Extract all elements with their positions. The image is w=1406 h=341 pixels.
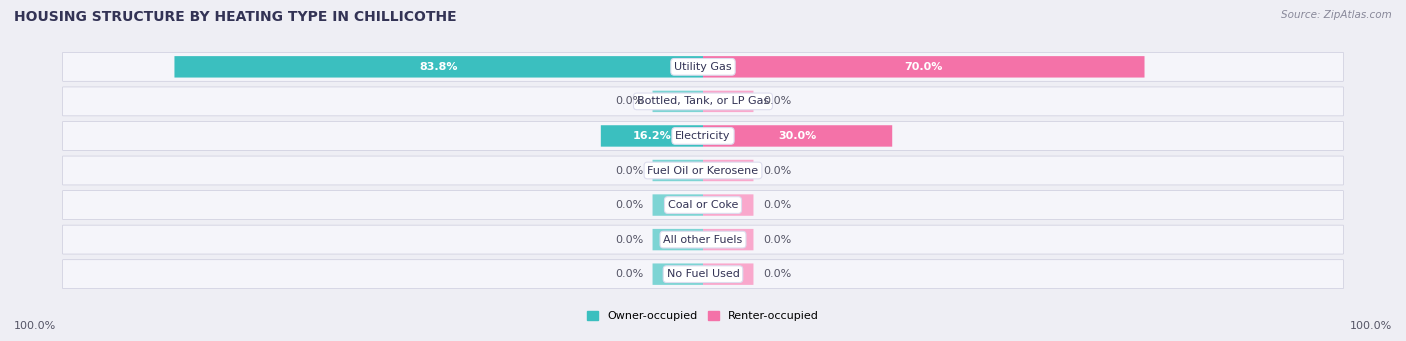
Text: 16.2%: 16.2% [633, 131, 671, 141]
Text: HOUSING STRUCTURE BY HEATING TYPE IN CHILLICOTHE: HOUSING STRUCTURE BY HEATING TYPE IN CHI… [14, 10, 457, 24]
Text: 0.0%: 0.0% [763, 235, 792, 244]
FancyBboxPatch shape [62, 53, 1344, 81]
Text: Utility Gas: Utility Gas [675, 62, 731, 72]
FancyBboxPatch shape [174, 56, 703, 77]
FancyBboxPatch shape [62, 121, 1344, 150]
Text: 0.0%: 0.0% [763, 165, 792, 176]
FancyBboxPatch shape [652, 264, 703, 285]
Text: 0.0%: 0.0% [614, 200, 643, 210]
Text: 0.0%: 0.0% [763, 97, 792, 106]
FancyBboxPatch shape [703, 91, 754, 112]
Text: Source: ZipAtlas.com: Source: ZipAtlas.com [1281, 10, 1392, 20]
Text: Coal or Coke: Coal or Coke [668, 200, 738, 210]
FancyBboxPatch shape [652, 160, 703, 181]
Text: No Fuel Used: No Fuel Used [666, 269, 740, 279]
Text: 100.0%: 100.0% [14, 321, 56, 331]
Text: 83.8%: 83.8% [419, 62, 458, 72]
FancyBboxPatch shape [703, 160, 754, 181]
Text: Electricity: Electricity [675, 131, 731, 141]
FancyBboxPatch shape [62, 260, 1344, 288]
Text: 70.0%: 70.0% [904, 62, 943, 72]
Text: 0.0%: 0.0% [614, 235, 643, 244]
Text: 0.0%: 0.0% [614, 97, 643, 106]
FancyBboxPatch shape [652, 194, 703, 216]
FancyBboxPatch shape [62, 225, 1344, 254]
Text: Bottled, Tank, or LP Gas: Bottled, Tank, or LP Gas [637, 97, 769, 106]
FancyBboxPatch shape [652, 229, 703, 250]
Text: All other Fuels: All other Fuels [664, 235, 742, 244]
FancyBboxPatch shape [652, 91, 703, 112]
FancyBboxPatch shape [62, 156, 1344, 185]
Text: 0.0%: 0.0% [763, 269, 792, 279]
FancyBboxPatch shape [703, 194, 754, 216]
FancyBboxPatch shape [703, 56, 1144, 77]
FancyBboxPatch shape [703, 264, 754, 285]
FancyBboxPatch shape [62, 87, 1344, 116]
Legend: Owner-occupied, Renter-occupied: Owner-occupied, Renter-occupied [582, 306, 824, 326]
Text: 100.0%: 100.0% [1350, 321, 1392, 331]
FancyBboxPatch shape [703, 229, 754, 250]
Text: 0.0%: 0.0% [763, 200, 792, 210]
Text: Fuel Oil or Kerosene: Fuel Oil or Kerosene [647, 165, 759, 176]
FancyBboxPatch shape [600, 125, 703, 147]
FancyBboxPatch shape [703, 125, 893, 147]
FancyBboxPatch shape [62, 191, 1344, 220]
Text: 0.0%: 0.0% [614, 165, 643, 176]
Text: 0.0%: 0.0% [614, 269, 643, 279]
Text: 30.0%: 30.0% [779, 131, 817, 141]
